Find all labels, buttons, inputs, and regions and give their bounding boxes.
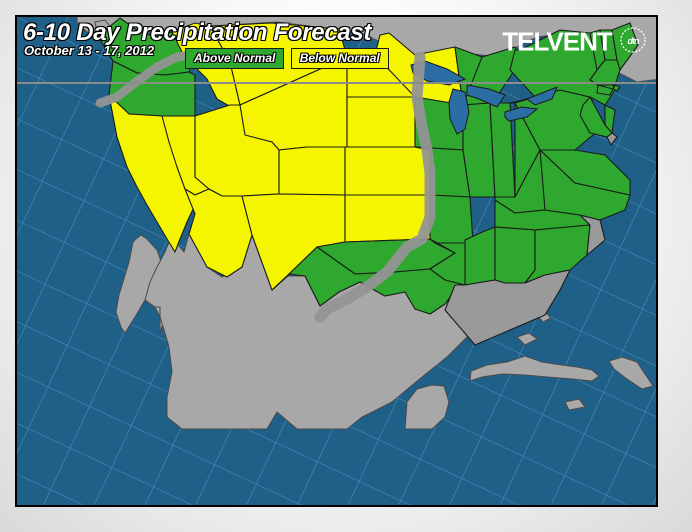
svg-text:dtn: dtn (628, 36, 640, 46)
